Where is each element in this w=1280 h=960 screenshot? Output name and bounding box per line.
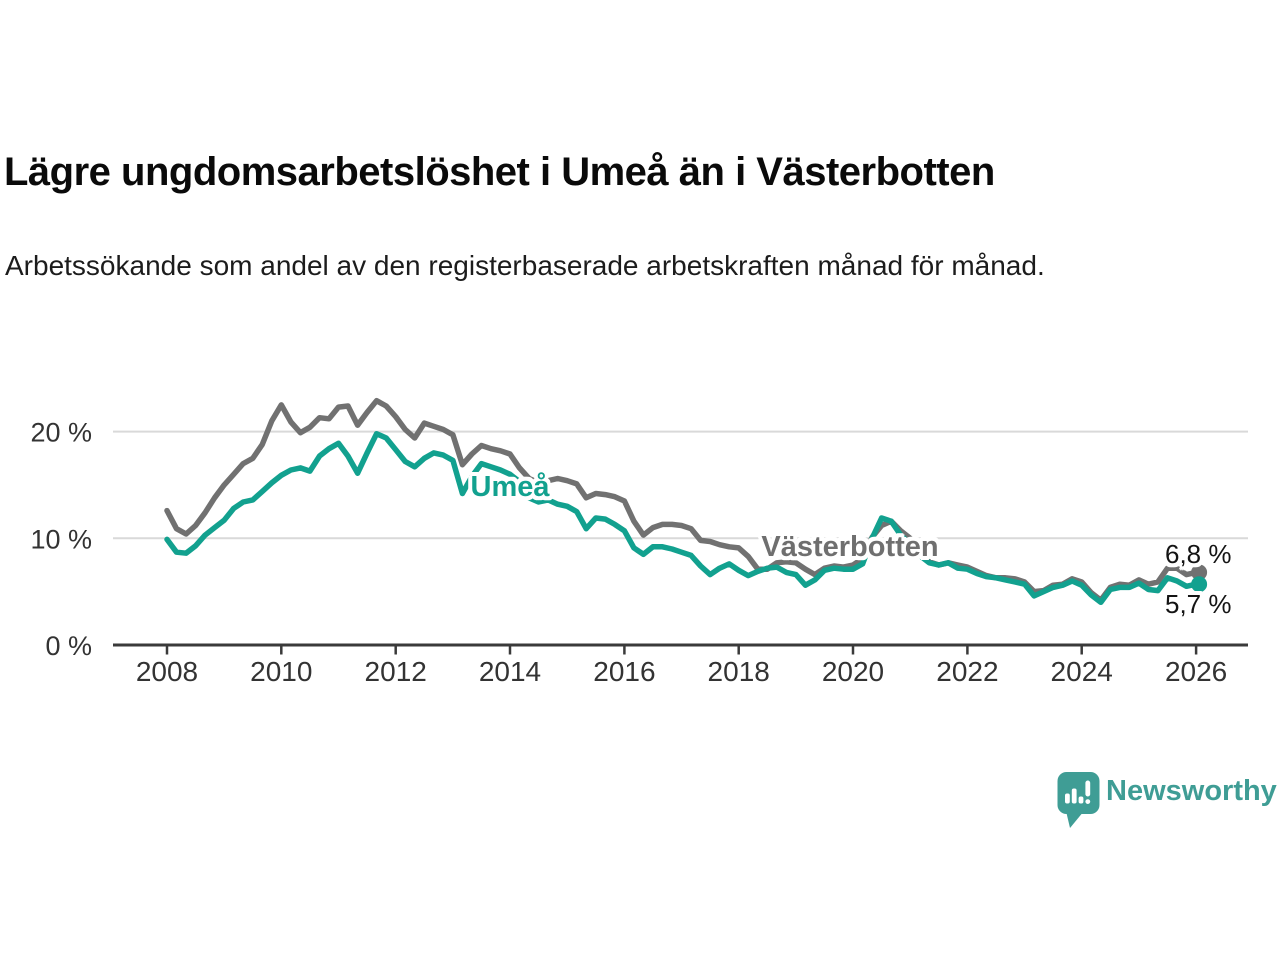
chart-title: Lägre ungdomsarbetslöshet i Umeå än i Vä… xyxy=(4,150,995,194)
logo-bar-3 xyxy=(1078,796,1084,804)
end-dot-vsterbotten xyxy=(1191,564,1208,581)
series-line-ume xyxy=(164,430,1199,606)
x-tick-label: 2018 xyxy=(708,656,770,687)
logo-exclamation-bar xyxy=(1085,780,1091,797)
brand-wordmark: Newsworthy xyxy=(1106,775,1277,807)
logo-bubble xyxy=(1057,772,1100,814)
x-tick-label: 2022 xyxy=(936,656,998,687)
x-tick-label: 2024 xyxy=(1051,656,1113,687)
x-tick-label: 2026 xyxy=(1165,656,1227,687)
series-label-vasterbotten: Västerbotten xyxy=(761,531,939,563)
y-tick-label: 10 % xyxy=(30,524,92,554)
y-tick-label: 0 % xyxy=(45,631,92,661)
x-tick-label: 2020 xyxy=(822,656,884,687)
logo-bar-2 xyxy=(1071,788,1077,804)
logo-exclamation-dot xyxy=(1085,799,1091,804)
x-tick-label: 2010 xyxy=(250,656,312,687)
x-tick-label: 2012 xyxy=(365,656,427,687)
x-tick-label: 2014 xyxy=(479,656,541,687)
chart-subtitle: Arbetssökande som andel av den registerb… xyxy=(5,250,1045,281)
x-tick-label: 2016 xyxy=(593,656,655,687)
newsworthy-logo-icon xyxy=(1057,772,1100,828)
x-tick-label: 2008 xyxy=(136,656,198,687)
y-tick-label: 20 % xyxy=(30,418,92,448)
end-dot-ume xyxy=(1191,576,1208,593)
end-value-label-vasterbotten: 6,8 % xyxy=(1165,539,1232,569)
logo-bubble-tail xyxy=(1066,811,1084,828)
series-label-umea: Umeå xyxy=(470,471,550,503)
end-value-label-umea: 5,7 % xyxy=(1165,589,1232,619)
logo-bar-1 xyxy=(1065,793,1070,804)
